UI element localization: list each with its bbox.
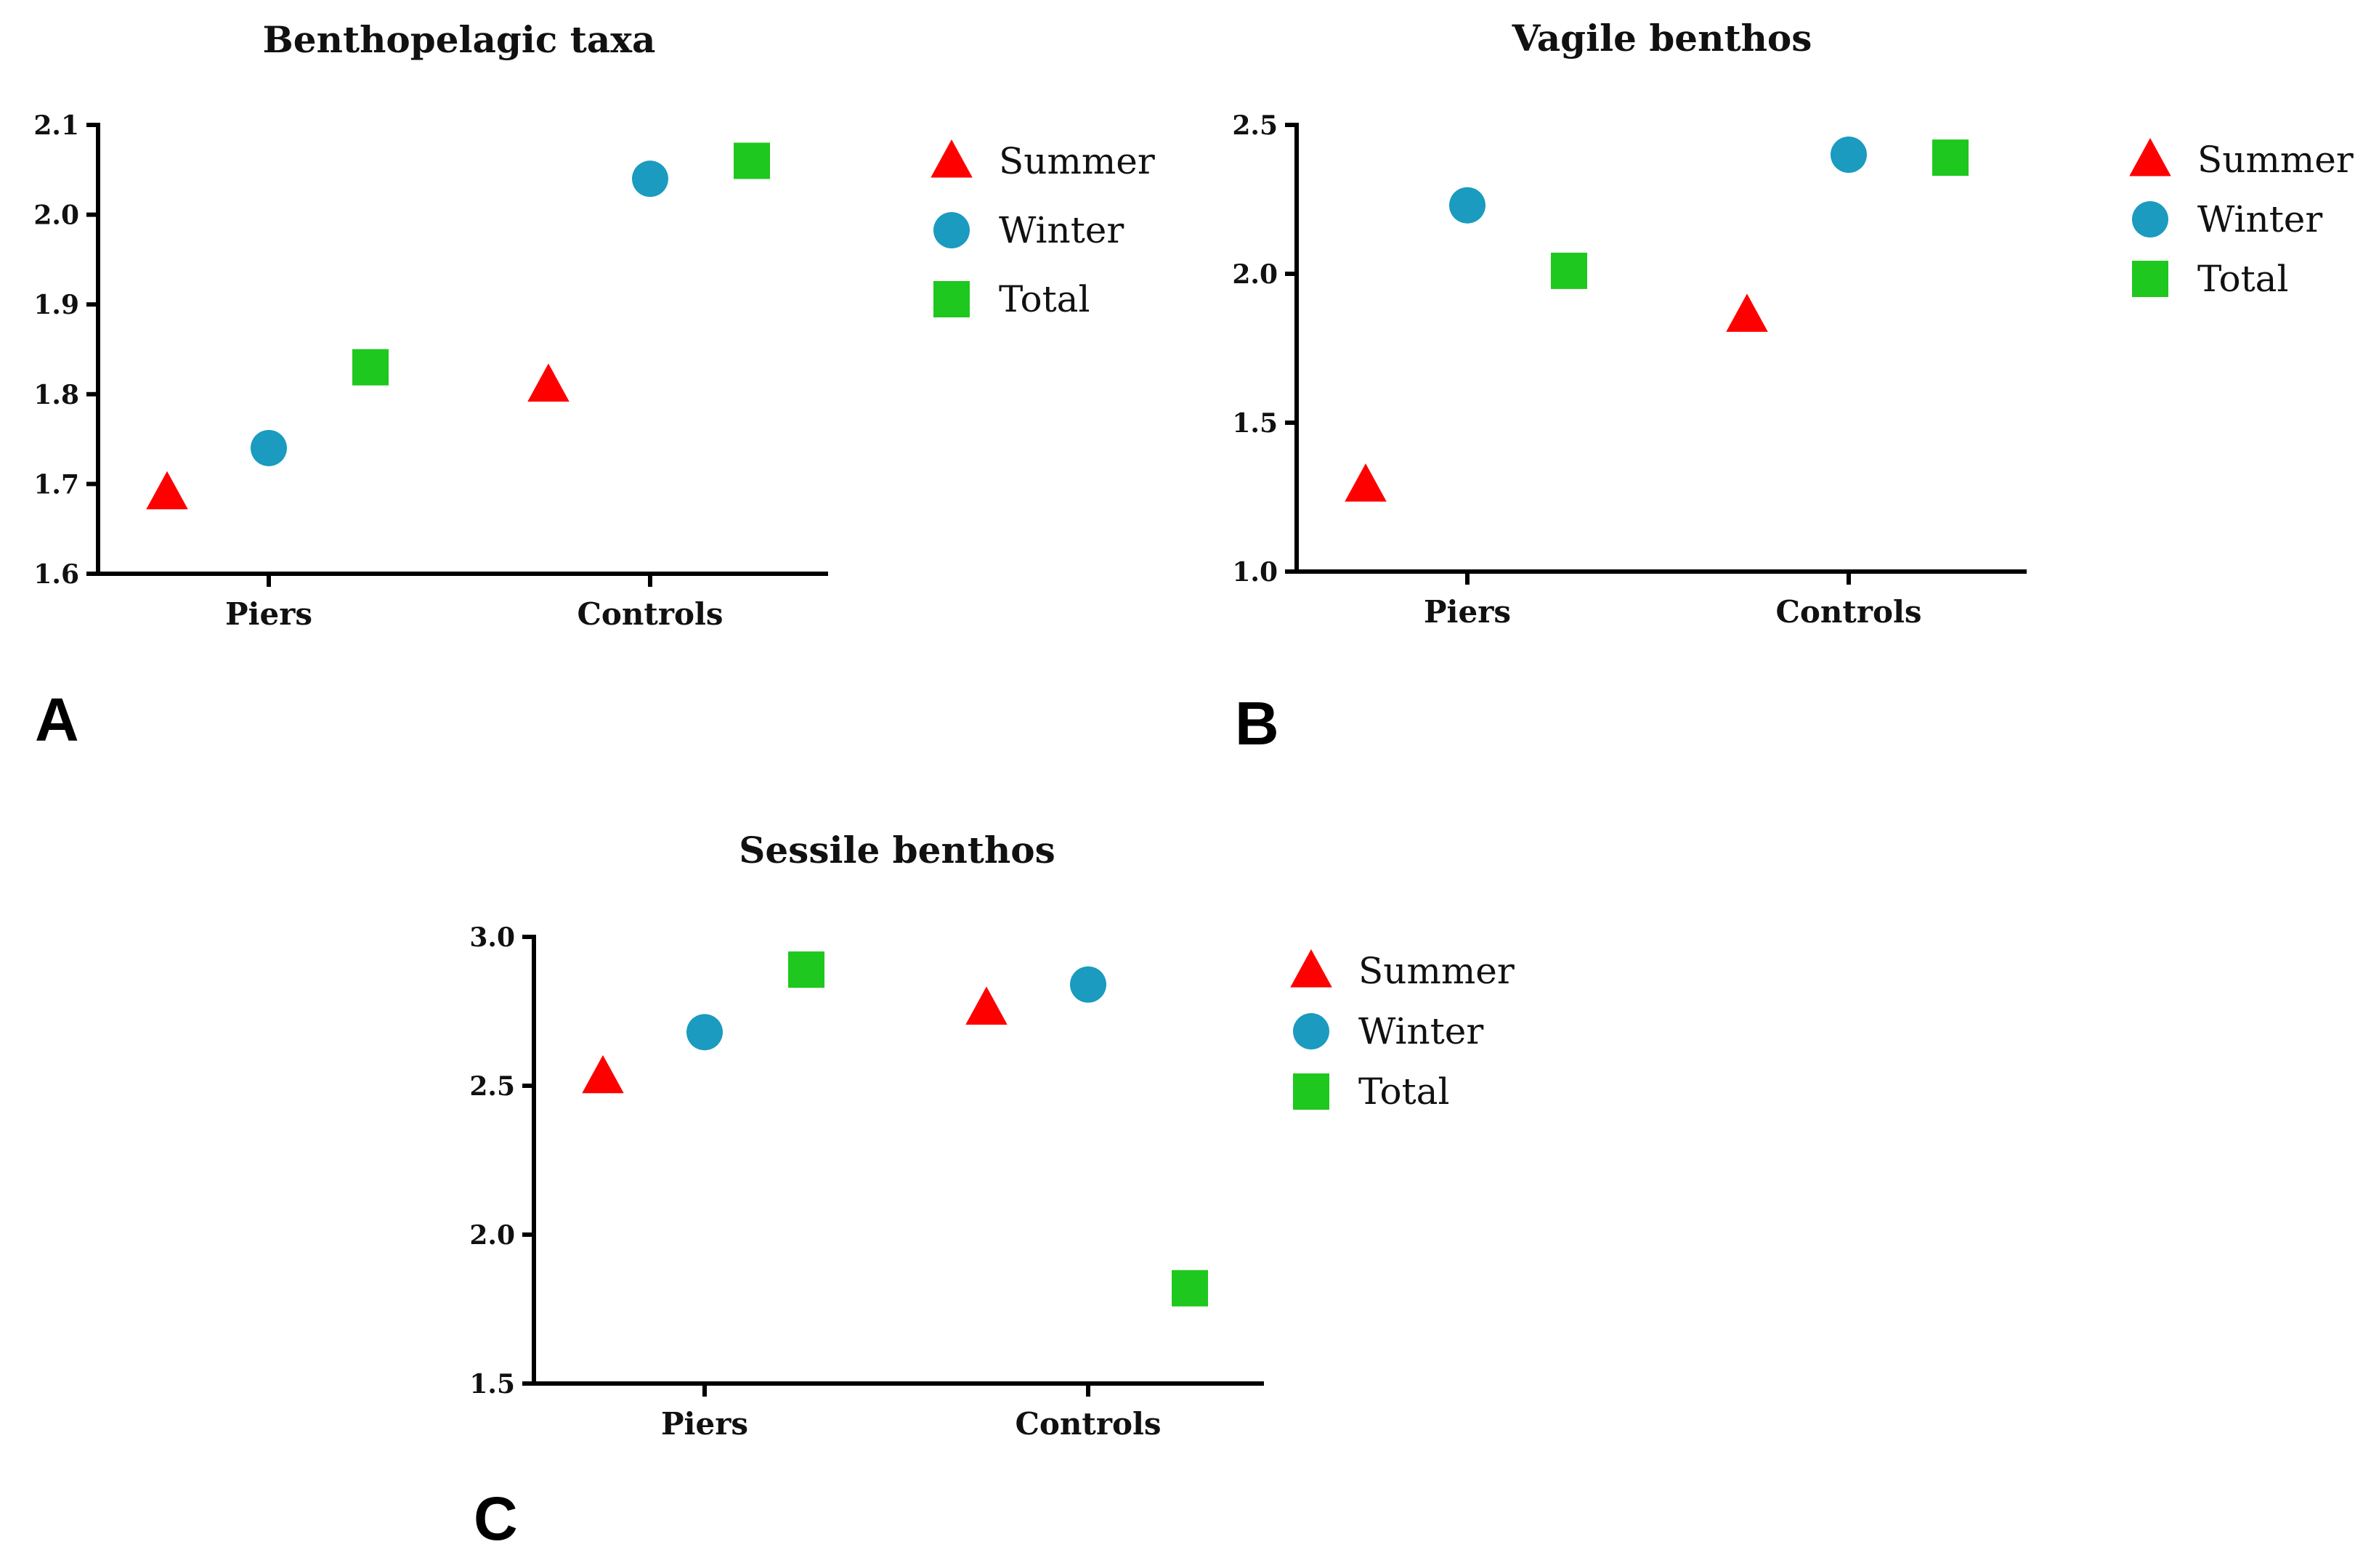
x-category-label: Piers [225, 596, 312, 632]
y-tick-label: 2.0 [33, 200, 79, 231]
x-category-label: Controls [577, 596, 723, 632]
data-point-total [1172, 1270, 1208, 1307]
legend-circle-icon [1293, 1013, 1329, 1049]
panel-letter: C [474, 1484, 518, 1553]
legend-triangle-icon [931, 139, 973, 178]
legend-label-total: Total [1358, 1071, 1449, 1113]
data-point-total [734, 142, 770, 179]
y-tick-label: 2.5 [1232, 110, 1278, 141]
chart-title: Sessile benthos [739, 829, 1055, 872]
panel-a: Benthopelagic taxa 1.6 1.7 1.8 1.9 2.0 2.1 Pier… [33, 18, 1155, 754]
x-category-label: Controls [1015, 1406, 1161, 1442]
chart-title: Vagile benthos [1512, 17, 1812, 60]
y-tick-label: 2.0 [469, 1220, 515, 1251]
y-tick-label: 2.5 [469, 1071, 515, 1102]
data-point-total [1551, 252, 1587, 289]
panel-letter: B [1235, 689, 1279, 757]
data-point-total [1932, 139, 1969, 176]
data-point-winter [1449, 187, 1486, 224]
data-point-summer [146, 471, 188, 510]
data-point-summer [1345, 463, 1387, 502]
data-point-total [352, 349, 389, 386]
y-tick-label: 1.9 [33, 290, 79, 320]
y-tick-label: 1.5 [469, 1369, 515, 1400]
x-category-label: Controls [1775, 594, 1921, 630]
y-tick-label: 1.6 [33, 559, 79, 590]
data-point-summer [527, 363, 570, 402]
data-point-winter [686, 1014, 723, 1051]
chart-title: Benthopelagic taxa [263, 18, 656, 61]
x-category-label: Piers [661, 1406, 748, 1442]
legend-circle-icon [933, 212, 970, 248]
legend-label-summer: Summer [2197, 139, 2354, 181]
data-point-winter [632, 161, 668, 198]
legend: Summer Winter Total [931, 139, 1155, 320]
y-tick-label: 1.0 [1232, 557, 1278, 588]
legend: Summer Winter Total [2129, 138, 2354, 300]
panel-c: Sessile benthos 1.5 2.0 2.5 3.0 Piers Controls… [469, 829, 1515, 1553]
y-tick-label: 3.0 [469, 922, 515, 953]
y-tick-label: 1.5 [1232, 408, 1278, 439]
x-category-label: Piers [1424, 594, 1511, 630]
legend-square-icon [1293, 1073, 1329, 1110]
legend-square-icon [933, 281, 970, 317]
data-point-summer [582, 1055, 624, 1094]
data-point-winter [1831, 137, 1867, 173]
legend-circle-icon [2132, 201, 2168, 237]
data-point-winter [251, 429, 287, 466]
legend-label-summer: Summer [999, 140, 1155, 182]
y-tick-label: 2.1 [33, 110, 79, 141]
legend: Summer Winter Total [1290, 949, 1515, 1113]
data-point-total [788, 951, 824, 988]
panel-letter: A [35, 686, 79, 754]
data-point-winter [1070, 966, 1106, 1003]
legend-label-winter: Winter [999, 209, 1124, 251]
legend-label-total: Total [999, 278, 1090, 320]
legend-label-winter: Winter [1358, 1010, 1483, 1052]
legend-square-icon [2132, 261, 2168, 297]
legend-triangle-icon [1290, 949, 1332, 988]
legend-label-winter: Winter [2197, 198, 2322, 240]
y-tick-label: 1.8 [33, 380, 79, 410]
legend-label-total: Total [2197, 258, 2288, 300]
y-tick-label: 2.0 [1232, 259, 1278, 290]
data-point-summer [1726, 293, 1768, 332]
legend-triangle-icon [2129, 138, 2171, 176]
data-point-summer [965, 986, 1008, 1025]
y-tick-label: 1.7 [33, 469, 79, 500]
panel-b: Vagile benthos 1.0 1.5 2.0 2.5 Piers Controls S… [1232, 17, 2354, 757]
legend-label-summer: Summer [1358, 950, 1515, 992]
